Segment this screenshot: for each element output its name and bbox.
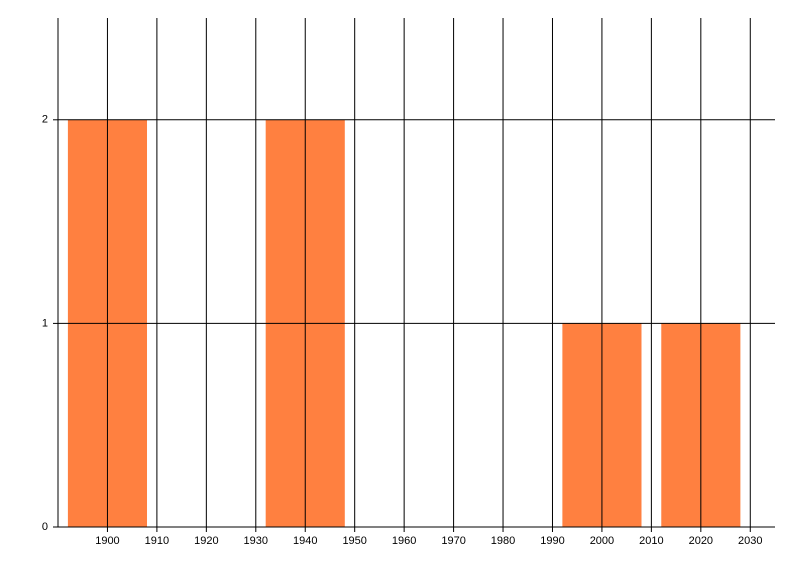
y-tick-label: 1 bbox=[42, 317, 48, 329]
x-tick-label: 2000 bbox=[590, 535, 614, 547]
x-tick-label: 1970 bbox=[441, 535, 465, 547]
x-tick-label: 1910 bbox=[145, 535, 169, 547]
x-tick-label: 1900 bbox=[95, 535, 119, 547]
x-tick-label: 1960 bbox=[392, 535, 416, 547]
x-tick-label: 1920 bbox=[194, 535, 218, 547]
x-tick-label: 2030 bbox=[738, 535, 762, 547]
x-tick-label: 1940 bbox=[293, 535, 317, 547]
x-tick-label: 2010 bbox=[639, 535, 663, 547]
x-tick-label: 1980 bbox=[491, 535, 515, 547]
x-tick-label: 1930 bbox=[244, 535, 268, 547]
y-tick-label: 0 bbox=[42, 521, 48, 533]
x-tick-label: 2020 bbox=[689, 535, 713, 547]
y-tick-label: 2 bbox=[42, 114, 48, 126]
x-tick-label: 1950 bbox=[342, 535, 366, 547]
x-tick-label: 1990 bbox=[540, 535, 564, 547]
